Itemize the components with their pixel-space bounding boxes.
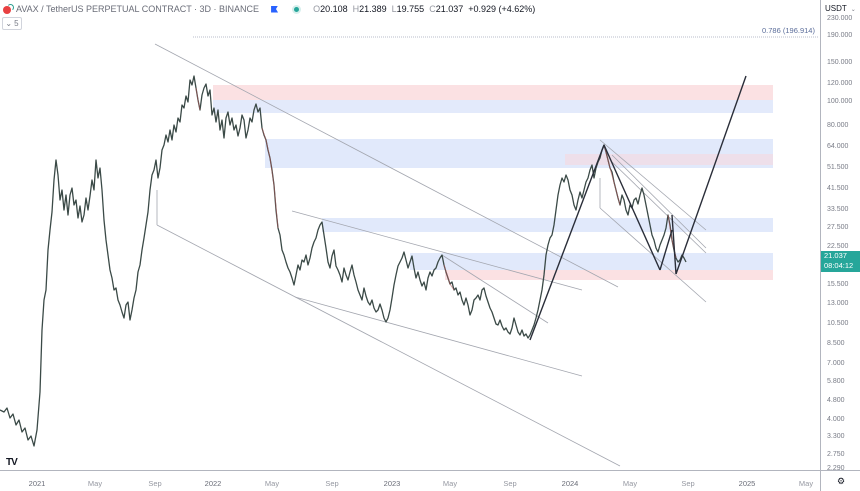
current-price-tag: 21.037 08:04:12: [821, 251, 860, 272]
price-tick: 51.500: [827, 164, 849, 171]
chevron-down-icon: ⌄: [5, 19, 13, 28]
price-tick: 27.500: [827, 224, 849, 231]
price-chart[interactable]: [0, 0, 820, 470]
price-tick: 4.800: [827, 397, 845, 404]
currency-selector[interactable]: USDT ⌄: [825, 4, 856, 13]
price-tick: 10.500: [827, 320, 849, 327]
price-tick: 8.500: [827, 340, 845, 347]
symbol-title[interactable]: AVAX / TetherUS PERPETUAL CONTRACT · 3D …: [16, 4, 260, 14]
time-tick: Sep: [681, 479, 695, 488]
projection-lines[interactable]: [529, 75, 747, 341]
avax-logo-icon: [3, 4, 14, 14]
flag-icon[interactable]: [271, 5, 279, 13]
time-tick: May: [442, 479, 458, 488]
price-tick: 80.000: [827, 122, 849, 129]
close-value: 21.037: [435, 4, 464, 14]
price-tick: 2.750: [827, 451, 845, 458]
price-tick: 41.500: [827, 185, 849, 192]
settings-gear-icon: ⚙: [836, 475, 846, 486]
low-value: 19.755: [396, 4, 425, 14]
time-tick: 2024: [561, 479, 579, 488]
price-tick: 64.000: [827, 143, 849, 150]
price-tick: 100.000: [827, 98, 853, 105]
low-key: L: [391, 4, 397, 14]
price-tick: 2.290: [827, 465, 845, 472]
supply-demand-zones: [213, 85, 773, 280]
price-tick: 33.500: [827, 206, 849, 213]
bearish-candle-hints: [195, 87, 677, 291]
high-value: 21.389: [359, 4, 387, 14]
price-tick: 7.000: [827, 360, 845, 367]
time-tick: Sep: [325, 479, 339, 488]
price-tick: 3.300: [827, 433, 845, 440]
close-key: C: [429, 4, 436, 14]
price-tick: 120.000: [827, 80, 853, 87]
fib-level-label: 0.786 (196.914): [762, 26, 815, 35]
tradingview-logo-icon[interactable]: TV: [6, 457, 18, 468]
time-tick: Sep: [148, 479, 162, 488]
price-tick: 13.000: [827, 300, 849, 307]
currency-label: USDT: [825, 4, 847, 13]
time-tick: Sep: [503, 479, 517, 488]
current-price: 21.037: [824, 251, 847, 260]
open-key: O: [313, 4, 321, 14]
price-axis[interactable]: USDT ⌄ 230.000 190.000 150.000 120.000 10…: [820, 0, 860, 472]
chart-settings-button[interactable]: ⚙: [820, 470, 860, 491]
symbol-header: AVAX / TetherUS PERPETUAL CONTRACT · 3D …: [0, 0, 820, 18]
time-tick: 2023: [383, 479, 401, 488]
chevron-down-icon: ⌄: [850, 7, 856, 13]
price-tick: 15.500: [827, 281, 849, 288]
change-value: +0.929 (+4.62%): [468, 4, 536, 14]
time-tick: 2022: [204, 479, 222, 488]
time-tick: May: [622, 479, 638, 488]
price-tick: 230.000: [827, 15, 853, 22]
price-tick: 22.500: [827, 243, 849, 250]
time-tick: 2025: [738, 479, 756, 488]
open-value: 20.108: [320, 4, 348, 14]
time-tick: May: [798, 479, 814, 488]
time-tick: May: [87, 479, 103, 488]
time-tick: May: [264, 479, 280, 488]
price-tick: 150.000: [827, 59, 853, 66]
time-axis[interactable]: 2021 May Sep 2022 May Sep 2023 May Sep 2…: [0, 470, 820, 491]
indicators-collapse-button[interactable]: ⌄ 5: [2, 17, 22, 30]
price-tick: 5.800: [827, 378, 845, 385]
indicator-count: 5: [14, 19, 19, 28]
price-series: [0, 75, 687, 447]
price-tick: 190.000: [827, 32, 853, 39]
high-key: H: [352, 4, 360, 14]
time-tick: 2021: [28, 479, 46, 488]
bar-countdown: 08:04:12: [824, 261, 854, 270]
market-status-icon: [294, 6, 300, 12]
price-tick: 4.000: [827, 416, 845, 423]
ohlc-values: O20.108 H21.389 L19.755 C21.037 +0.929 (…: [313, 4, 535, 14]
